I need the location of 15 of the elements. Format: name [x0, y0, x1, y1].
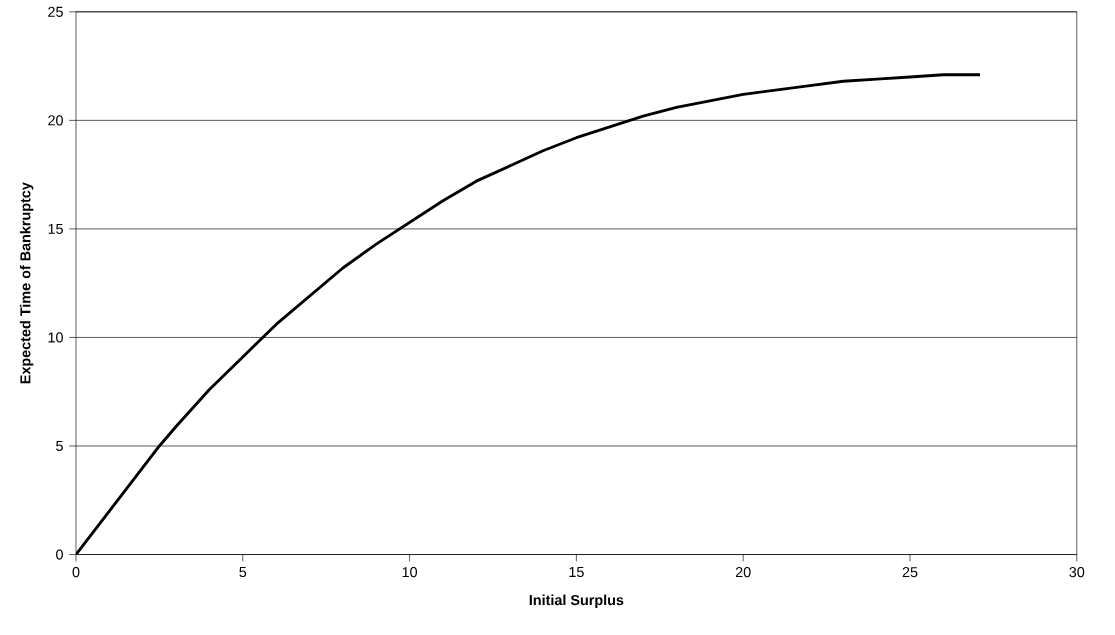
x-tick-label: 10: [402, 567, 418, 578]
y-tick-label: 15: [48, 224, 63, 235]
x-axis-title: Initial Surplus: [529, 594, 624, 609]
x-tick-label: 5: [239, 567, 247, 578]
x-tick-label: 25: [902, 567, 918, 578]
y-tick-label: 20: [48, 115, 63, 126]
x-tick-label: 0: [72, 567, 80, 578]
y-tick-label: 5: [56, 441, 63, 452]
x-tick-label: 20: [735, 567, 751, 578]
x-tick-label: 30: [1069, 567, 1085, 578]
y-tick-label: 0: [56, 549, 63, 560]
y-axis-title: Expected Time of Bankruptcy: [19, 182, 34, 384]
x-tick-label: 15: [569, 567, 584, 578]
y-tick-label: 25: [48, 6, 63, 18]
y-tick-label: 10: [48, 332, 63, 343]
